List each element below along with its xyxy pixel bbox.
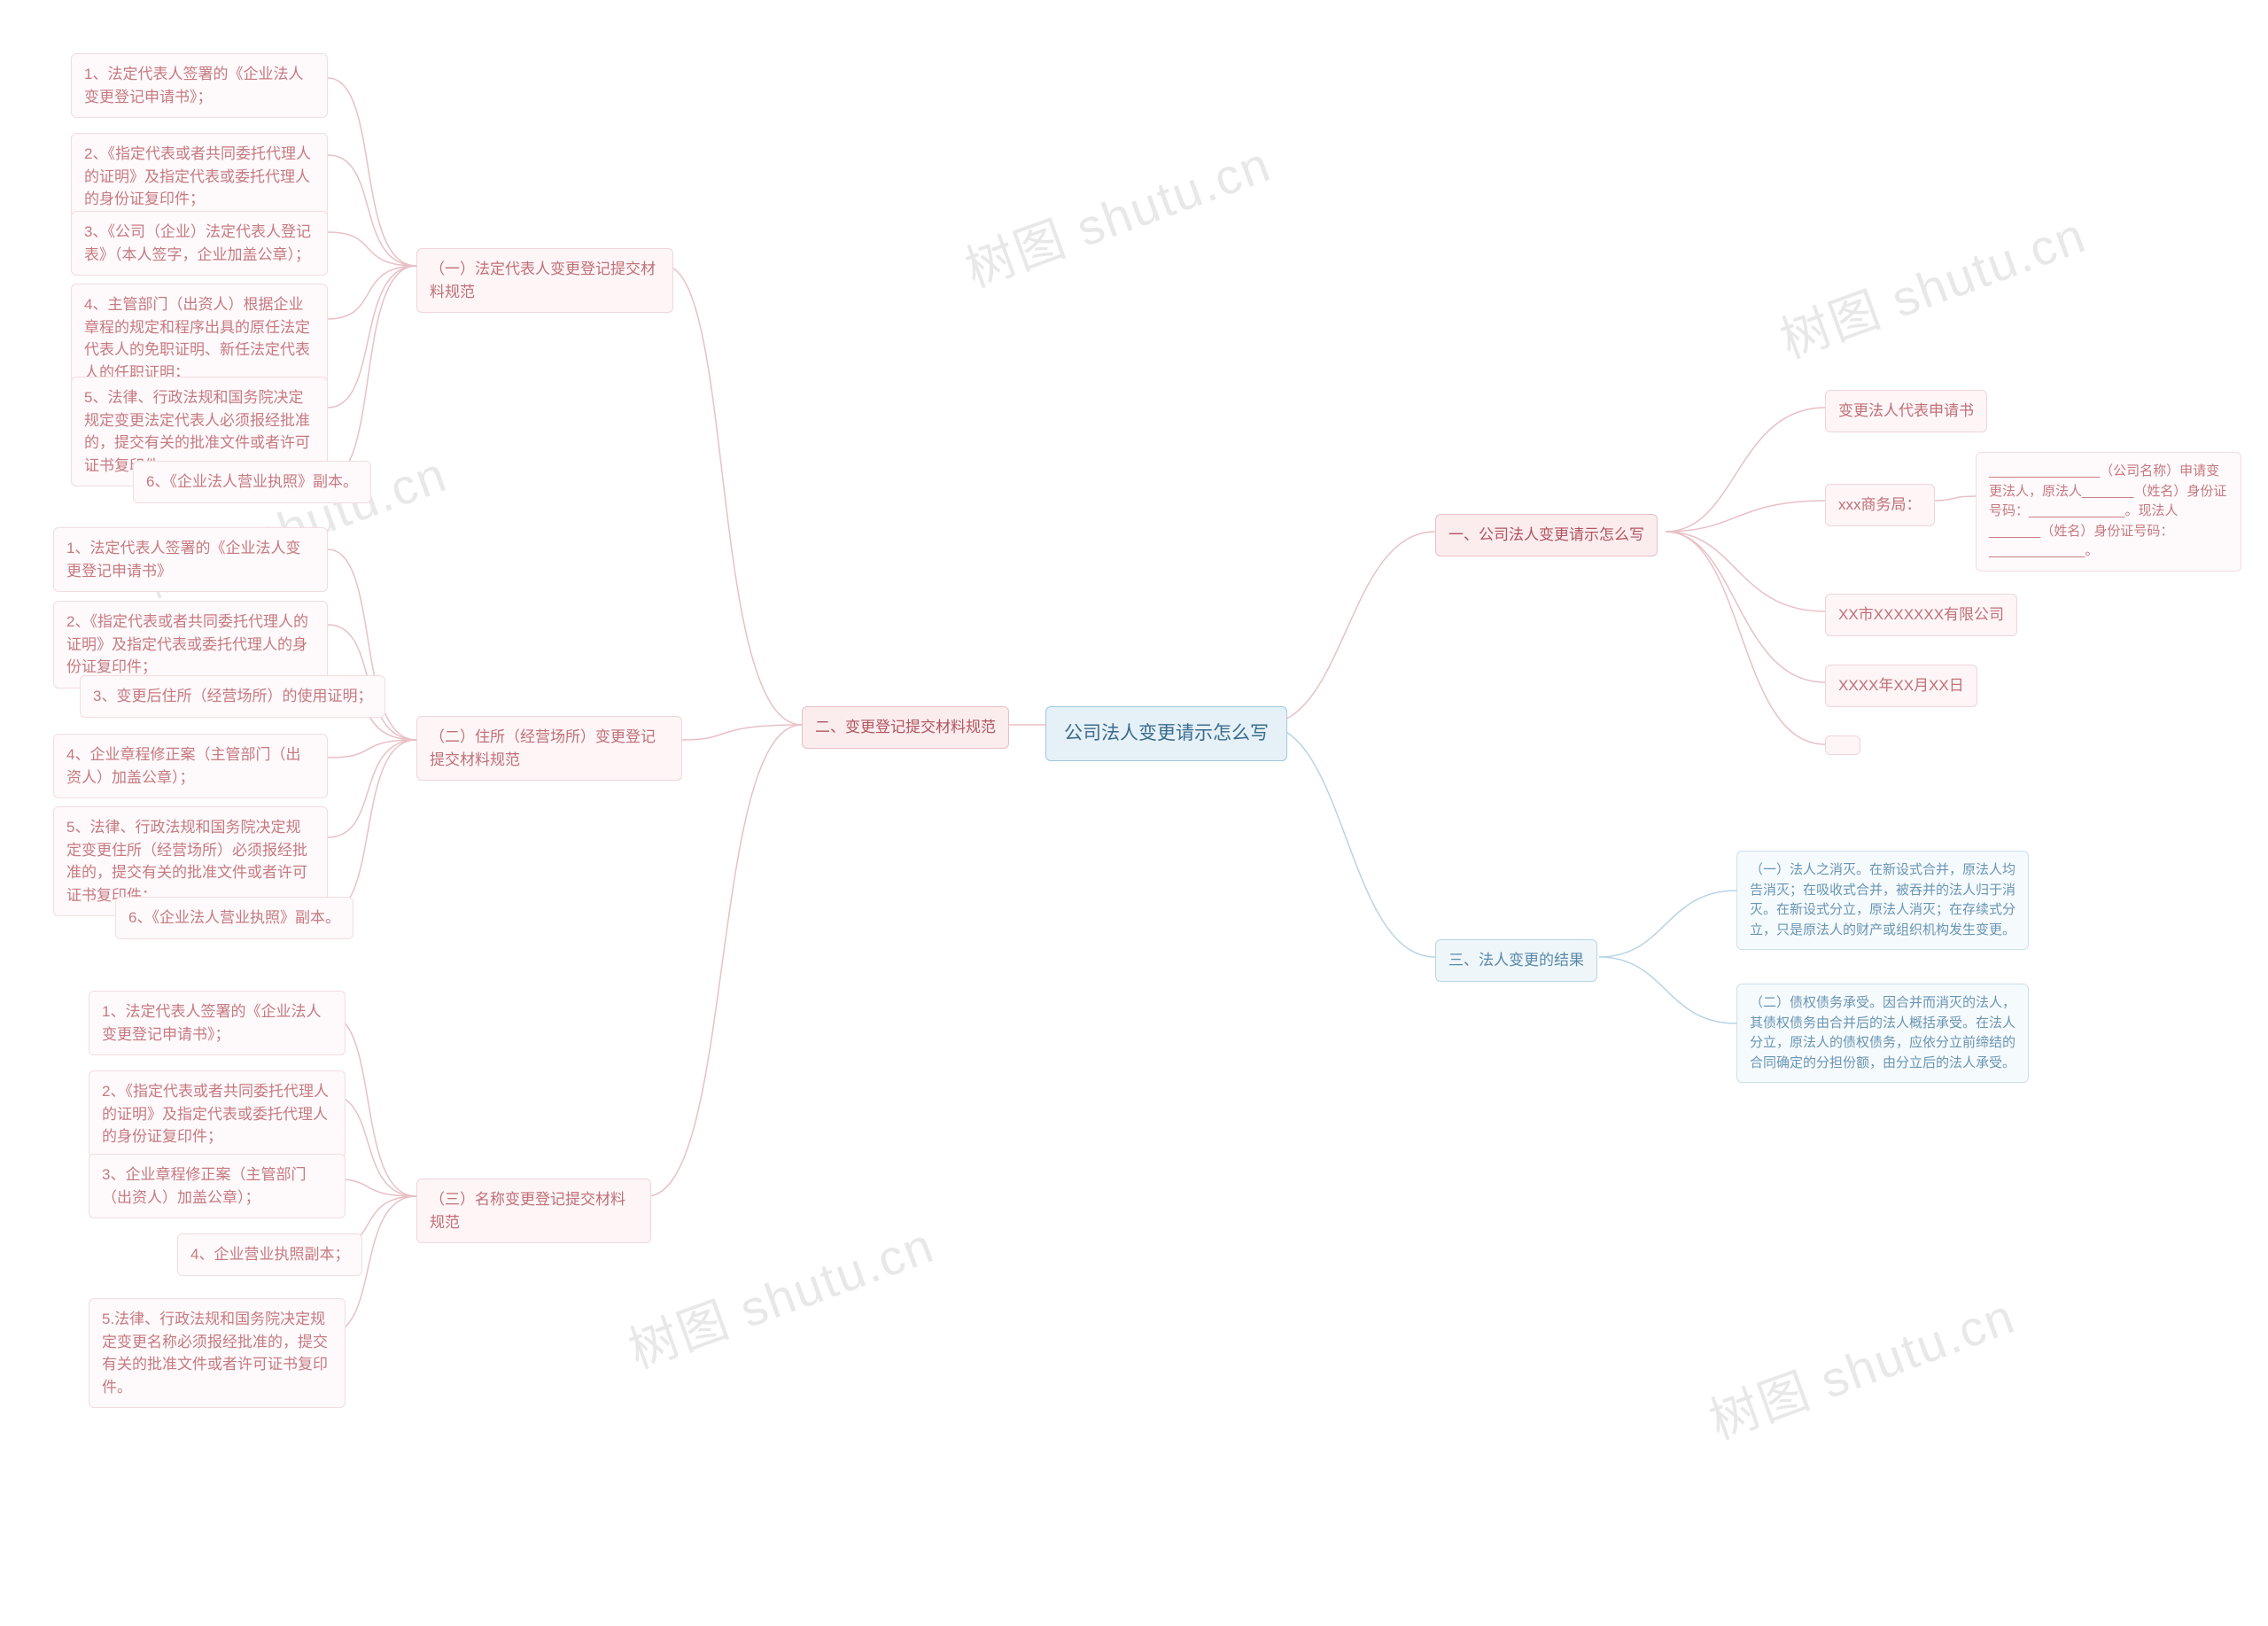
branch2-sub1[interactable]: （一）法定代表人变更登记提交材料规范 <box>416 248 673 313</box>
watermark: 树图 shutu.cn <box>1769 196 2094 373</box>
watermark: 树图 shutu.cn <box>954 125 1279 302</box>
leaf-item[interactable]: 6、《企业法人营业执照》副本。 <box>133 461 371 503</box>
leaf-item[interactable]: 5.法律、行政法规和国务院决定规定变更名称必须报经批准的，提交有关的批准文件或者… <box>89 1298 346 1408</box>
leaf-item[interactable]: 1、法定代表人签署的《企业法人变更登记申请书》 <box>53 527 328 592</box>
branch1-empty[interactable] <box>1825 735 1860 755</box>
leaf-item[interactable]: 4、企业营业执照副本； <box>177 1233 362 1276</box>
branch1-detail[interactable]: _______________（公司名称）申请变更法人，原法人_______（姓… <box>1976 452 2241 572</box>
branch3-item[interactable]: （二）债权债务承受。因合并而消灭的法人，其债权债务由合并后的法人概括承受。在法人… <box>1736 984 2029 1083</box>
leaf-item[interactable]: 6、《企业法人营业执照》副本。 <box>115 897 353 939</box>
branch3[interactable]: 三、法人变更的结果 <box>1435 939 1597 982</box>
watermark: 树图 shutu.cn <box>617 1206 943 1383</box>
branch1-item[interactable]: 变更法人代表申请书 <box>1825 390 1987 432</box>
leaf-item[interactable]: 3、变更后住所（经营场所）的使用证明； <box>80 675 385 718</box>
watermark: 树图 shutu.cn <box>1698 1277 2023 1454</box>
center-node[interactable]: 公司法人变更请示怎么写 <box>1045 706 1287 761</box>
leaf-item[interactable]: 4、企业章程修正案（主管部门（出资人）加盖公章）； <box>53 734 328 798</box>
leaf-item[interactable]: 3、《公司（企业）法定代表人登记表》（本人签字，企业加盖公章）； <box>71 211 328 276</box>
branch1-item[interactable]: xxx商务局： <box>1825 484 1935 526</box>
branch2[interactable]: 二、变更登记提交材料规范 <box>802 706 1009 749</box>
branch1-item[interactable]: XX市XXXXXXX有限公司 <box>1825 594 2017 636</box>
branch1[interactable]: 一、公司法人变更请示怎么写 <box>1435 514 1658 556</box>
branch2-sub2[interactable]: （二）住所（经营场所）变更登记提交材料规范 <box>416 716 682 781</box>
leaf-item[interactable]: 1、法定代表人签署的《企业法人变更登记申请书》； <box>71 53 328 118</box>
leaf-item[interactable]: 3、企业章程修正案（主管部门（出资人）加盖公章）； <box>89 1154 346 1218</box>
branch1-item[interactable]: XXXX年XX月XX日 <box>1825 665 1977 707</box>
leaf-item[interactable]: 2、《指定代表或者共同委托代理人的证明》及指定代表或委托代理人的身份证复印件； <box>71 133 328 221</box>
leaf-item[interactable]: 1、法定代表人签署的《企业法人变更登记申请书》； <box>89 991 346 1055</box>
leaf-item[interactable]: 2、《指定代表或者共同委托代理人的证明》及指定代表或委托代理人的身份证复印件； <box>89 1070 346 1158</box>
branch2-sub3[interactable]: （三）名称变更登记提交材料规范 <box>416 1179 651 1243</box>
branch3-item[interactable]: （一）法人之消灭。在新设式合并，原法人均告消灭；在吸收式合并，被吞并的法人归于消… <box>1736 851 2029 950</box>
